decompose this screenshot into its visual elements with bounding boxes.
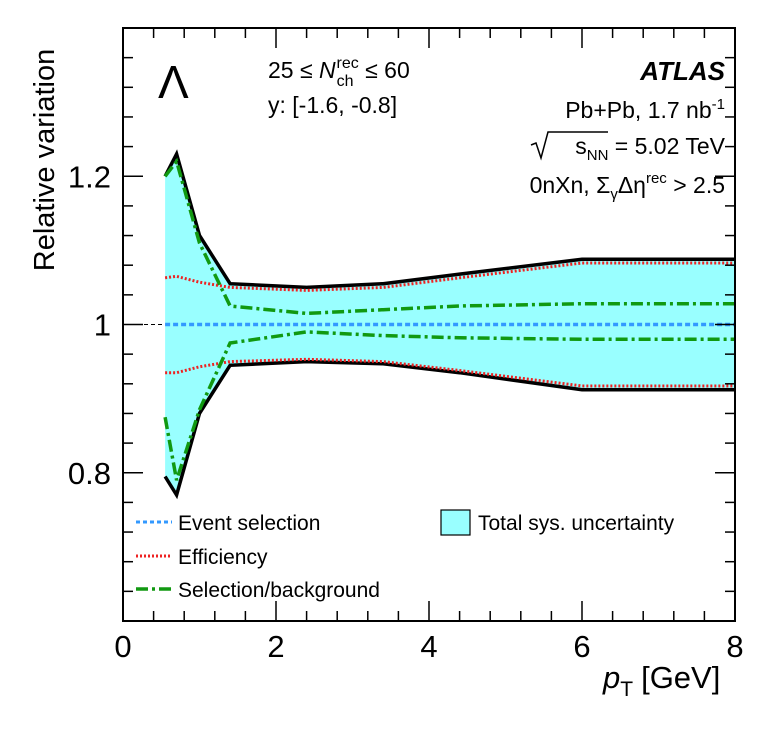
energy-text: sNN = 5.02 TeV bbox=[575, 133, 725, 164]
x-tick-label: 6 bbox=[573, 629, 590, 664]
y-tick-label: 0.8 bbox=[68, 456, 111, 491]
multiplicity-range: 25 ≤ Nchrec ≤ 60 bbox=[268, 55, 410, 90]
legend: Event selection Efficiency Selection/bac… bbox=[136, 509, 675, 602]
legend-label-total-sys: Total sys. uncertainty bbox=[478, 512, 675, 535]
energy-label: sNN = 5.02 TeV bbox=[530, 131, 726, 164]
legend-swatch-total-sys bbox=[440, 509, 471, 536]
total-sys-upper-edge bbox=[163, 149, 735, 290]
x-tick-label: 4 bbox=[420, 629, 437, 664]
legend-label-efficiency: Efficiency bbox=[178, 546, 268, 569]
x-axis-label: pT [GeV] bbox=[602, 660, 720, 701]
plot-frame bbox=[122, 27, 736, 622]
collision-system: Pb+Pb, 1.7 nb-1 bbox=[565, 96, 725, 123]
y-tick-label: 1.2 bbox=[68, 159, 111, 194]
event-selection-cut: 0nXn, ΣγΔηrec > 2.5 bbox=[530, 170, 725, 203]
rapidity-range: y: [-1.6, -0.8] bbox=[268, 92, 397, 118]
y-axis-label: Relative variation bbox=[29, 49, 61, 271]
plot-area bbox=[123, 149, 736, 500]
series-selection-background-lower bbox=[163, 330, 735, 481]
y-tick-label: 1 bbox=[94, 308, 111, 343]
particle-symbol: Λ bbox=[158, 56, 189, 108]
axes: 0.8 1 1.2 0 2 4 6 8 bbox=[68, 27, 744, 664]
total-sys-lower-edge bbox=[163, 359, 735, 500]
legend-label-selection-background: Selection/background bbox=[178, 579, 380, 602]
x-tick-label: 2 bbox=[267, 629, 284, 664]
sqrt-sign bbox=[530, 131, 608, 161]
atlas-label: ATLAS bbox=[639, 56, 725, 86]
series-selection-background-upper bbox=[163, 157, 735, 316]
legend-label-event-selection: Event selection bbox=[178, 512, 320, 535]
x-tick-label: 0 bbox=[114, 629, 131, 664]
x-tick-label: 8 bbox=[726, 629, 743, 664]
